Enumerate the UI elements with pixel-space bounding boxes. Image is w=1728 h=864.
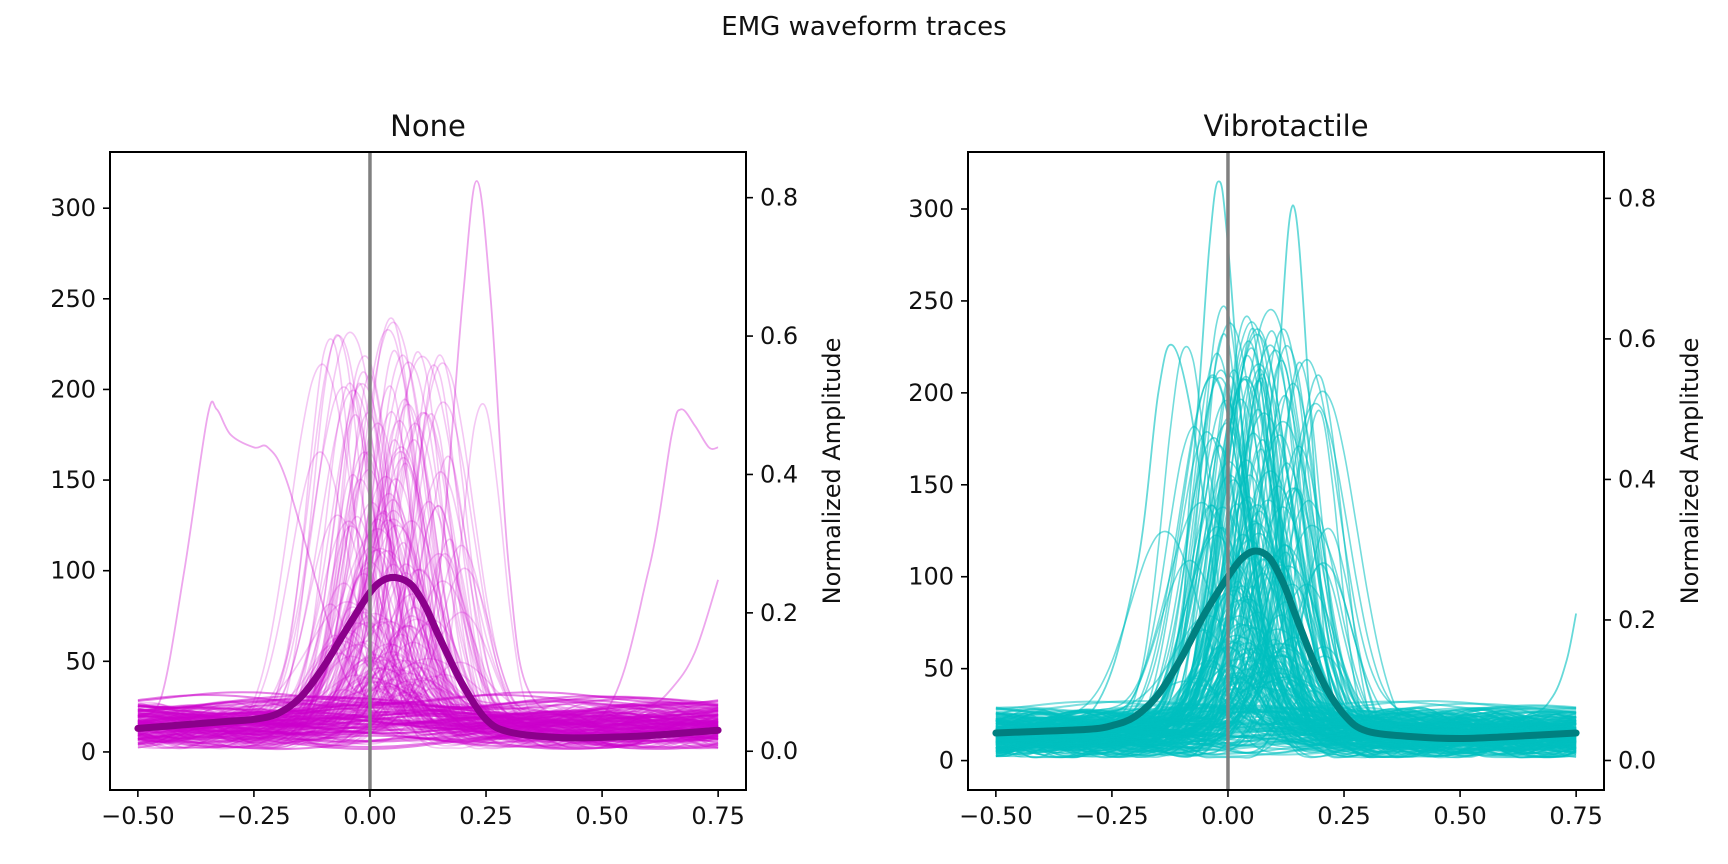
outlier-trace-3 — [137, 579, 719, 718]
y-tick-label: 300 — [50, 194, 96, 222]
baseline-trace — [137, 729, 719, 743]
x-tick-label: 0.25 — [1317, 802, 1370, 830]
y2-tick-label: 0.4 — [1618, 465, 1656, 493]
y-tick-label: 100 — [50, 557, 96, 585]
baseline-trace — [137, 697, 719, 711]
y-tick-label: 0 — [81, 738, 96, 766]
y-tick-label: 200 — [50, 375, 96, 403]
x-tick-label: 0.75 — [1549, 802, 1602, 830]
plot-area — [992, 152, 1580, 790]
individual-trace — [137, 659, 719, 736]
y2-tick-label: 0.6 — [1618, 325, 1656, 353]
outlier-trace-2 — [995, 180, 1577, 730]
outlier-trace-3 — [995, 204, 1577, 734]
figure-title: EMG waveform traces — [721, 12, 1007, 42]
y-tick-label: 150 — [50, 466, 96, 494]
y-tick-label: 150 — [908, 471, 954, 499]
y2-axis-label: Normalized Amplitude — [818, 338, 846, 605]
individual-trace — [137, 382, 719, 738]
y2-tick-label: 0.6 — [760, 322, 798, 350]
y-tick-label: 250 — [50, 285, 96, 313]
y2-axis-label: Normalized Amplitude — [1676, 338, 1704, 605]
plot-frame — [109, 151, 747, 791]
x-tick-label: −0.25 — [1075, 802, 1149, 830]
y2-tick-label: 0.2 — [1618, 606, 1656, 634]
baseline-trace — [137, 693, 719, 707]
panel-title: Vibrotactile — [1203, 109, 1368, 143]
baseline-trace — [995, 742, 1577, 756]
x-tick-label: 0.50 — [575, 802, 628, 830]
y2-tick-label: 0.2 — [760, 599, 798, 627]
baseline-trace — [137, 700, 719, 714]
x-tick-label: 0.25 — [459, 802, 512, 830]
y-tick-label: 50 — [923, 655, 954, 683]
baseline-trace — [137, 712, 719, 726]
baseline-trace — [995, 704, 1577, 718]
baseline-trace — [137, 721, 719, 735]
x-tick-label: 0.00 — [1201, 802, 1254, 830]
panel-title: None — [390, 109, 466, 143]
x-tick-label: 0.50 — [1433, 802, 1486, 830]
y2-tick-label: 0.0 — [760, 737, 798, 765]
baseline-trace — [137, 737, 719, 751]
x-tick-label: −0.25 — [217, 802, 291, 830]
y2-tick-label: 0.4 — [760, 460, 798, 488]
chart-panel-1: −0.50 −0.25 0.00 0.25 0.50 0.75 0 50 100 150 200 25… — [50, 109, 846, 830]
y2-tick-label: 0.8 — [760, 184, 798, 212]
y-tick-label: 300 — [908, 195, 954, 223]
outlier-trace-2 — [137, 180, 719, 718]
chart-panel-2: −0.50 −0.25 0.00 0.25 0.50 0.75 0 50 100 150 200 25… — [908, 109, 1704, 830]
x-tick-label: −0.50 — [959, 802, 1033, 830]
baseline-trace — [995, 710, 1577, 725]
y-tick-label: 100 — [908, 563, 954, 591]
x-tick-label: −0.50 — [101, 802, 175, 830]
baseline-trace — [137, 695, 719, 709]
mean-trace — [134, 573, 722, 742]
trace-bundle — [995, 305, 1577, 759]
plot-area — [134, 152, 722, 790]
x-tick-label: 0.00 — [343, 802, 396, 830]
baseline-trace — [995, 742, 1577, 756]
y-tick-label: 0 — [939, 747, 954, 775]
y2-tick-label: 0.8 — [1618, 184, 1656, 212]
x-tick-label: 0.75 — [691, 802, 744, 830]
baseline-trace — [995, 742, 1577, 756]
outlier-trace-4 — [995, 613, 1577, 726]
baseline-trace — [137, 722, 719, 736]
baseline-trace — [137, 737, 719, 751]
baseline-trace — [995, 706, 1577, 721]
y2-tick-label: 0.0 — [1618, 746, 1656, 774]
y-tick-label: 250 — [908, 287, 954, 315]
trace-bundle — [137, 317, 719, 751]
y-tick-label: 50 — [65, 647, 96, 675]
baseline-trace — [995, 733, 1577, 747]
mean-trace — [992, 547, 1580, 743]
y-tick-label: 200 — [908, 379, 954, 407]
plot-frame — [967, 151, 1605, 791]
